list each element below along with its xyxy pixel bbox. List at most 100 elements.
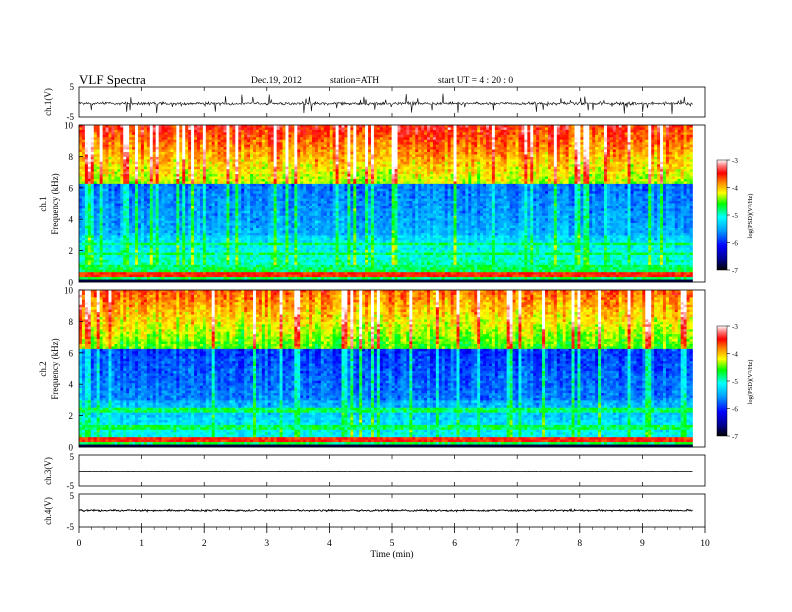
spectrogram-cell [468,127,471,130]
spectrogram-cell [126,140,129,143]
spectrogram-cell [212,127,215,130]
spectrogram-cell [229,135,232,138]
spectrogram-cell [374,125,377,128]
spectrogram-cell [294,127,297,130]
spectrogram-cell [436,135,439,138]
spectrogram-cell [350,135,353,138]
spectrogram-cell [389,135,392,138]
spectrogram-cell [548,137,551,140]
spectrogram-cell [454,130,457,133]
spectrogram-cell [563,127,566,130]
spectrogram-cell [297,135,300,138]
spectrogram-cell [294,137,297,140]
spectrogram-cell [353,140,356,143]
spectrogram-cell [91,127,94,130]
spectrogram-cell [471,140,474,143]
spectrogram-cell [557,125,560,128]
spectrogram-cell [545,140,548,143]
spectrogram-cell [265,132,268,135]
spectrogram-cell [468,125,471,128]
spectrogram-cell [457,125,460,128]
spectrogram-cell [563,130,566,133]
spectrogram-cell [85,142,88,145]
spectrogram-cell [135,127,138,130]
spectrogram-cell [539,125,542,128]
spectrogram-cell [318,127,321,130]
spectrogram-cell [507,132,510,135]
spectrogram-cell [141,135,144,138]
spectrogram-cell [495,130,498,133]
spectrogram-cell [389,132,392,135]
spectrogram-cell [336,125,339,128]
spectrogram-cell [427,132,430,135]
spectrogram-cell [247,137,250,140]
spectrogram-cell [309,137,312,140]
spectrogram-cell [126,137,129,140]
spectrogram-cell [448,130,451,133]
spectrogram-cell [633,135,636,138]
spectrogram-cell [359,140,362,143]
spectrogram-cell [120,125,123,128]
spectrogram-cell [368,125,371,128]
spectrogram-cell [651,140,654,143]
spectrogram-cell [672,140,675,143]
spectrogram-cell [501,140,504,143]
spectrogram-cell [521,137,524,140]
spectrogram-cell [451,125,454,128]
spectrogram-cell [79,142,82,145]
spectrogram-cell [294,132,297,135]
spectrogram-cell [622,132,625,135]
spectrogram-cell [138,125,141,128]
spectrogram-cell [226,132,229,135]
spectrogram-cell [85,125,88,128]
spectrogram-cell [516,140,519,143]
spectrogram-cell [554,125,557,128]
spectrogram-cell [188,135,191,138]
spectrogram-cell [616,130,619,133]
spectrogram-cell [451,140,454,143]
spectrogram-cell [477,132,480,135]
spectrogram-cell [492,130,495,133]
spectrogram-cell [135,140,138,143]
spectrogram-cell [224,140,227,143]
spectrogram-cell [221,125,224,128]
spectrogram-cell [660,137,663,140]
spectrogram-cell [465,140,468,143]
spectrogram-cell [451,137,454,140]
spectrogram-cell [610,137,613,140]
spectrogram-cell [616,125,619,128]
spectrogram-cell [542,127,545,130]
spectrogram-cell [380,132,383,135]
spectrogram-cell [403,132,406,135]
spectrogram-cell [147,137,150,140]
spectrogram-cell [513,127,516,130]
spectrogram-cell [501,137,504,140]
spectrogram-cell [153,130,156,133]
spectrogram-cell [339,127,342,130]
spectrogram-cell [280,140,283,143]
spectrogram-cell [648,135,651,138]
spectrogram-cell [359,137,362,140]
spectrogram-cell [229,132,232,135]
spectrogram-cell [359,135,362,138]
spectrogram-cell [598,140,601,143]
spectrogram-cell [631,132,634,135]
spectrogram-cell [144,137,147,140]
spectrogram-cell [108,132,111,135]
spectrogram-cell [91,137,94,140]
spectrogram-cell [554,140,557,143]
spectrogram-cell [356,132,359,135]
spectrogram-cell [583,137,586,140]
spectrogram-cell [504,140,507,143]
spectrogram-cell [300,130,303,133]
spectrogram-cell [625,135,628,138]
spectrogram-cell [427,125,430,128]
spectrogram-cell [162,135,165,138]
spectrogram-cell [280,137,283,140]
spectrogram-cell [182,137,185,140]
spectrogram-cell [333,137,336,140]
spectrogram-cell [448,140,451,143]
spectrogram-cell [371,130,374,133]
spectrogram-cell [613,130,616,133]
spectrogram-cell [250,125,253,128]
